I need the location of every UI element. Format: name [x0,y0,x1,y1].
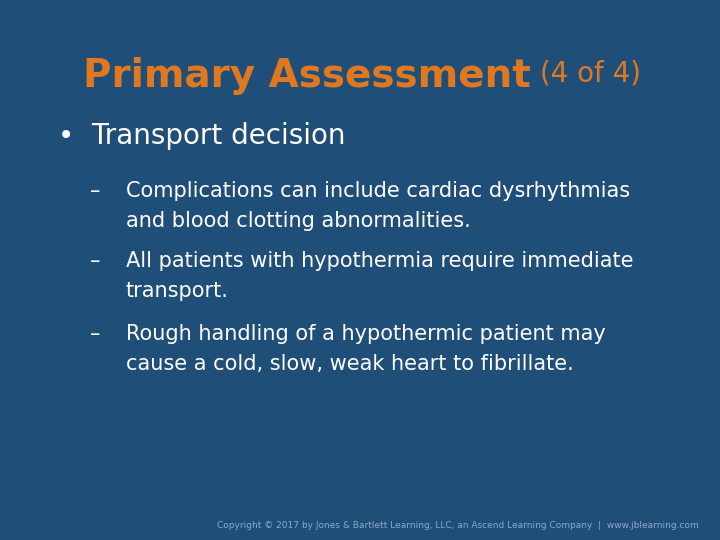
Text: –: – [90,324,100,344]
Text: –: – [90,181,100,201]
Text: Complications can include cardiac dysrhythmias: Complications can include cardiac dysrhy… [126,181,630,201]
Text: (4 of 4): (4 of 4) [531,59,641,87]
Text: and blood clotting abnormalities.: and blood clotting abnormalities. [126,211,471,231]
Text: transport.: transport. [126,281,229,301]
Text: •  Transport decision: • Transport decision [58,122,345,150]
Text: Primary Assessment: Primary Assessment [83,57,531,94]
Text: Rough handling of a hypothermic patient may: Rough handling of a hypothermic patient … [126,324,606,344]
Text: Copyright © 2017 by Jones & Bartlett Learning, LLC, an Ascend Learning Company  : Copyright © 2017 by Jones & Bartlett Lea… [217,521,698,530]
Text: –: – [90,251,100,271]
Text: cause a cold, slow, weak heart to fibrillate.: cause a cold, slow, weak heart to fibril… [126,354,574,374]
Text: All patients with hypothermia require immediate: All patients with hypothermia require im… [126,251,634,271]
